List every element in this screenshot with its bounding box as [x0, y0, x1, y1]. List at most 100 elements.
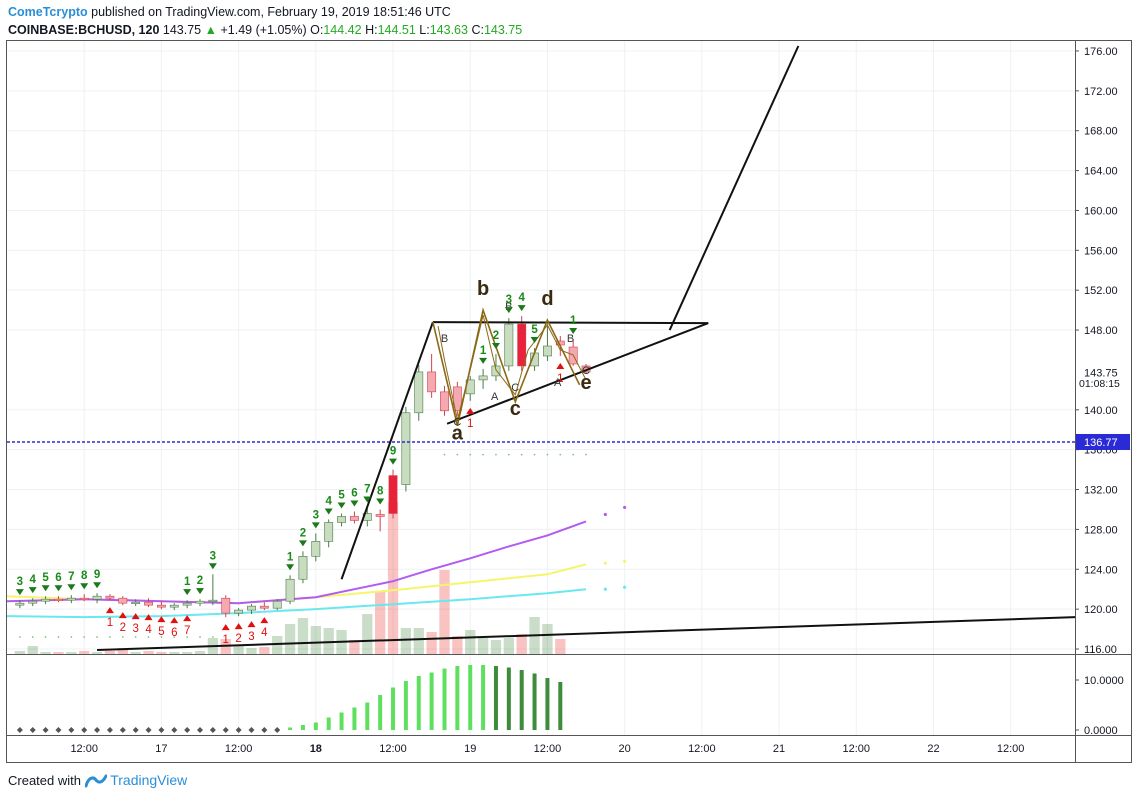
volume-bar — [194, 651, 206, 654]
td-buy-triangle-icon — [247, 621, 256, 628]
candle-body — [182, 602, 192, 606]
time-tick-label: 12:00 — [842, 743, 870, 755]
candle-body — [324, 522, 334, 542]
candle-body — [105, 595, 115, 599]
wave-label: c — [510, 398, 521, 420]
volume-bar — [130, 652, 141, 654]
td-sell-count: 6 — [351, 487, 357, 499]
candle-body — [144, 601, 153, 606]
created-with-text: Created with — [8, 773, 81, 788]
price-tick-label: 172.00 — [1084, 86, 1118, 98]
price-tick-label: 148.00 — [1084, 325, 1118, 337]
volume-bar — [362, 614, 373, 654]
wave-label: a — [452, 423, 464, 445]
osc-zero-marker-icon — [16, 727, 23, 733]
dotted-level-dot — [83, 636, 86, 638]
osc-zero-marker-icon — [261, 727, 268, 733]
volume-bar — [181, 652, 193, 654]
osc-zero-marker-icon — [158, 727, 165, 733]
dotted-level-dot — [199, 636, 201, 638]
td-buy-triangle-icon — [131, 613, 140, 620]
dotted-level-dot — [173, 636, 176, 638]
td-sell-count: 9 — [390, 446, 396, 458]
osc-tick-label: 0.0000 — [1084, 725, 1118, 737]
td-buy-triangle-icon — [221, 624, 230, 631]
volume-bar — [297, 618, 309, 654]
candle-body — [131, 601, 141, 604]
td-buy-count: 3 — [248, 631, 254, 643]
volume-bar — [465, 630, 476, 654]
footer: Created with TradingView — [8, 772, 187, 788]
candle-body — [298, 556, 308, 580]
tradingview-brand[interactable]: TradingView — [110, 772, 188, 788]
tradingview-logo-icon — [84, 774, 107, 788]
price-tick-label: 164.00 — [1084, 166, 1118, 178]
osc-bar — [313, 722, 318, 730]
td-sell-count: 1 — [184, 576, 191, 588]
trendline — [446, 322, 709, 425]
dotted-level-dot — [585, 453, 587, 456]
trendline — [97, 616, 1076, 652]
drawings — [7, 45, 1076, 652]
osc-zero-marker-icon — [106, 727, 113, 733]
td-buy-count: 1 — [557, 373, 563, 385]
candle-body — [543, 345, 552, 357]
osc-bar — [558, 682, 563, 730]
moving-average-line — [6, 588, 587, 619]
osc-bar — [391, 687, 396, 730]
td-buy-triangle-icon — [466, 407, 475, 414]
volume-bar — [426, 632, 437, 654]
author-name[interactable]: ComeTcrypto — [8, 5, 88, 19]
volume-bar — [14, 651, 26, 654]
td-sell-triangle-icon — [350, 500, 359, 507]
td-sell-count: 5 — [338, 489, 345, 501]
elliott-wave-path — [432, 307, 581, 426]
td-sell-triangle-icon — [80, 583, 89, 590]
candle-body — [337, 516, 346, 523]
wave-label: d — [541, 288, 553, 310]
trendline — [668, 45, 800, 331]
time-tick-label: 12:00 — [688, 743, 716, 755]
td-buy-triangle-icon — [556, 362, 565, 369]
volume-bar — [400, 628, 412, 654]
candle-body — [388, 475, 398, 514]
dotted-level-dot — [134, 636, 137, 638]
td-sell-triangle-icon — [337, 502, 346, 509]
price-tick-label: 124.00 — [1084, 564, 1118, 576]
osc-zero-marker-icon — [132, 727, 139, 733]
td-sell-count: 1 — [480, 345, 487, 357]
moving-average-line — [6, 520, 587, 605]
dotted-level-dot — [443, 453, 446, 456]
candle-body — [401, 412, 411, 485]
td-sell-triangle-icon — [298, 540, 307, 547]
published-text: published on TradingView.com, February 1… — [91, 5, 451, 19]
osc-bar — [519, 670, 524, 730]
osc-bar — [300, 725, 305, 730]
candle-body — [79, 597, 89, 600]
dotted-level-dot — [520, 453, 523, 456]
wave-label: A — [554, 377, 562, 389]
candle-body — [414, 371, 424, 414]
candle-body — [118, 597, 128, 604]
osc-bar — [481, 665, 486, 730]
candle-body — [195, 600, 205, 604]
osc-bar — [429, 672, 434, 730]
osc-bar — [365, 702, 370, 730]
td-sell-triangle-icon — [93, 582, 102, 589]
volume-bar — [259, 647, 270, 654]
td-buy-triangle-icon — [183, 615, 192, 622]
dotted-level-dot — [572, 453, 575, 456]
volume-bar — [542, 624, 553, 654]
dotted-level-dot — [96, 636, 98, 638]
dotted-level-dot — [469, 453, 472, 456]
hline-price-box — [1076, 433, 1130, 450]
time-tick-label: 21 — [773, 743, 785, 755]
dotted-level-dot — [121, 636, 124, 638]
td-buy-triangle-icon — [170, 617, 179, 624]
high-value: 144.51 — [377, 23, 416, 37]
osc-zero-marker-icon — [171, 727, 178, 733]
price-tick-label: 116.00 — [1084, 644, 1117, 656]
last-price: 143.75 — [162, 23, 202, 37]
osc-zero-marker-icon — [119, 727, 126, 733]
